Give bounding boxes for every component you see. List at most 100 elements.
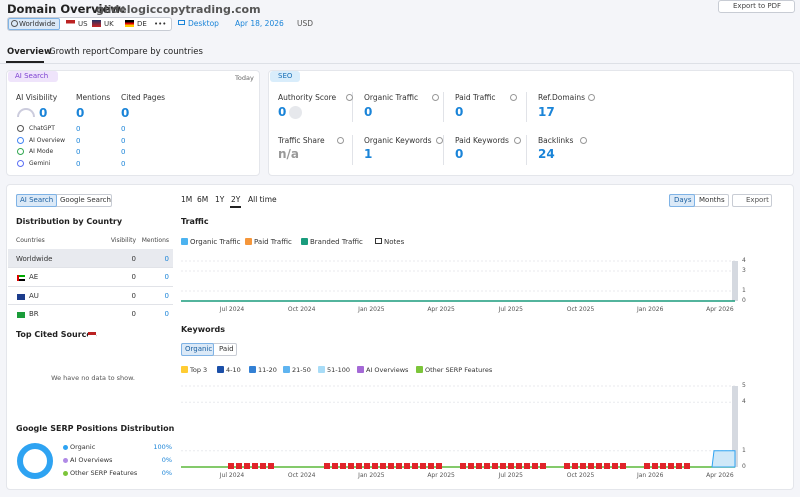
engine-mentions[interactable]: 0 <box>76 148 81 156</box>
metric-value[interactable]: 1 <box>364 147 373 161</box>
legend-checkbox <box>181 238 188 245</box>
metric-value[interactable]: 0 <box>39 106 48 120</box>
info-icon <box>435 137 443 144</box>
country-mentions[interactable]: 0 <box>164 310 169 318</box>
metric-value[interactable]: 0 <box>278 105 287 119</box>
toggle-option[interactable]: Google Search <box>60 196 111 204</box>
database-tab[interactable]: DE <box>137 19 147 28</box>
database-tab[interactable]: ••• <box>154 19 167 28</box>
legend-item[interactable]: 51-100 <box>327 365 351 374</box>
export-pdf-button[interactable] <box>718 0 795 13</box>
engine-cited[interactable]: 0 <box>121 148 126 156</box>
globe-icon <box>11 20 18 27</box>
keyword-toggle-active[interactable] <box>181 343 214 356</box>
country-mentions[interactable]: 0 <box>164 255 169 263</box>
legend-dot <box>63 445 68 450</box>
engine-mentions[interactable]: 0 <box>76 160 81 168</box>
export-button[interactable] <box>732 194 772 207</box>
serp-marker <box>396 463 402 469</box>
seo-pill <box>270 71 300 82</box>
engine-name: Gemini <box>29 160 51 167</box>
metric-value[interactable]: 0 <box>455 105 464 119</box>
y-tick-label: 3 <box>742 267 746 274</box>
engine-cited[interactable]: 0 <box>121 125 126 133</box>
database-tab[interactable]: Worldwide <box>19 19 56 28</box>
serp-marker <box>524 463 530 469</box>
serp-marker <box>588 463 594 469</box>
toggle-option[interactable]: AI Search <box>20 196 54 204</box>
period-option[interactable]: 1Y <box>215 195 225 204</box>
y-tick-label: 5 <box>742 382 746 389</box>
metric-value[interactable]: 0 <box>121 106 130 120</box>
serp-value[interactable]: 0% <box>161 469 172 477</box>
device-select[interactable]: Desktop <box>188 18 219 28</box>
legend-item[interactable]: Organic Traffic <box>190 237 241 246</box>
serp-marker <box>540 463 546 469</box>
database-tab[interactable]: UK <box>104 19 114 28</box>
legend-item[interactable]: 21-50 <box>292 365 311 374</box>
ai-search-pill <box>8 71 58 82</box>
engine-mentions[interactable]: 0 <box>76 125 81 133</box>
nav-tab[interactable]: Overview <box>7 47 52 57</box>
legend-item[interactable]: Top 3 <box>190 365 208 374</box>
nav-tab[interactable]: Compare by countries <box>109 47 203 57</box>
notes-button[interactable]: Notes <box>384 237 405 246</box>
export-pdf-label[interactable]: Export to PDF <box>733 2 782 10</box>
serp-marker <box>676 463 682 469</box>
view-option[interactable]: Months <box>699 196 725 204</box>
view-active[interactable] <box>669 194 695 207</box>
period-option[interactable]: All time <box>248 195 277 204</box>
info-icon <box>509 94 517 101</box>
serp-marker <box>660 463 666 469</box>
country-name: AU <box>29 292 39 300</box>
nav-tab[interactable]: Growth report <box>49 47 109 57</box>
view-option[interactable]: Days <box>674 196 692 204</box>
serp-marker <box>244 463 250 469</box>
toggle-option[interactable]: Organic <box>185 345 213 353</box>
source-toggle-active[interactable] <box>16 194 57 207</box>
database-tab-active[interactable] <box>8 18 60 30</box>
currency: USD <box>297 18 314 28</box>
period-option[interactable]: 1M <box>181 195 193 204</box>
engine-cited[interactable]: 0 <box>121 137 126 145</box>
legend-item[interactable]: 4-10 <box>226 365 241 374</box>
country-mentions[interactable]: 0 <box>164 273 169 281</box>
serp-marker <box>404 463 410 469</box>
engine-name: AI Overview <box>29 137 66 144</box>
legend-item[interactable]: Other SERP Features <box>425 365 493 374</box>
engine-cited[interactable]: 0 <box>121 160 126 168</box>
serp-marker <box>564 463 570 469</box>
legend-item[interactable]: Branded Traffic <box>310 237 363 246</box>
metric-value[interactable]: 0 <box>364 105 373 119</box>
serp-marker <box>468 463 474 469</box>
serp-value[interactable]: 0% <box>161 456 172 464</box>
serp-marker <box>236 463 242 469</box>
country-mentions[interactable]: 0 <box>164 292 169 300</box>
country-name: Worldwide <box>16 255 53 263</box>
engine-mentions[interactable]: 0 <box>76 137 81 145</box>
period-option[interactable]: 2Y <box>231 195 241 204</box>
legend-item[interactable]: Paid Traffic <box>254 237 292 246</box>
row-divider <box>8 267 173 268</box>
metric-label: AI Visibility <box>16 93 58 102</box>
metric-value[interactable]: 0 <box>76 106 85 120</box>
serp-marker <box>260 463 266 469</box>
serp-value[interactable]: 100% <box>153 443 172 451</box>
database-tab[interactable]: US <box>78 19 88 28</box>
date-select[interactable]: Apr 18, 2026 <box>235 18 284 28</box>
metric-value[interactable]: 17 <box>538 105 555 119</box>
period-option[interactable]: 6M <box>197 195 209 204</box>
toggle-option[interactable]: Paid <box>219 345 234 353</box>
export-label[interactable]: Export <box>746 196 769 204</box>
serp-marker <box>332 463 338 469</box>
serp-marker <box>324 463 330 469</box>
serp-marker <box>620 463 626 469</box>
legend-item[interactable]: 11-20 <box>258 365 277 374</box>
country-visibility: 0 <box>131 310 136 318</box>
legend-dot <box>63 458 68 463</box>
ai-search-date: Today <box>235 74 254 82</box>
metric-value[interactable]: 24 <box>538 147 555 161</box>
metric-value[interactable]: 0 <box>455 147 464 161</box>
legend-item[interactable]: AI Overviews <box>366 365 409 374</box>
